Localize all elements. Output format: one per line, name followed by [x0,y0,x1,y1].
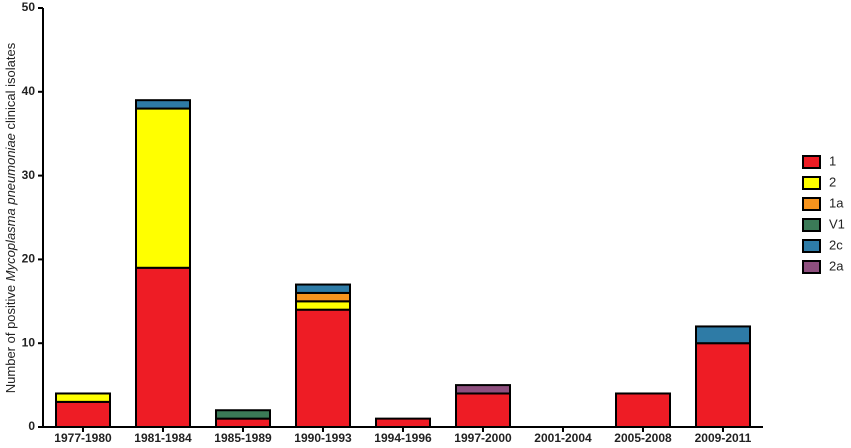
bar-segment [135,99,191,110]
y-tick-label: 40 [22,84,36,98]
bar-segment [215,417,271,428]
y-tick-label: 50 [22,0,36,14]
x-tick-label: 2001-2004 [534,431,592,445]
bar-segment [215,409,271,420]
legend-swatch [802,260,821,274]
legend-swatch [802,239,821,253]
legend-label: 1a [829,195,844,210]
x-tick-label: 1997-2000 [454,431,512,445]
x-tick-label: 1985-1989 [214,431,272,445]
legend-label: 2a [829,258,844,273]
bar-segment [695,342,751,429]
x-tick-label: 1977-1980 [54,431,112,445]
x-tick-label: 1981-1984 [134,431,192,445]
bar-segment [295,300,351,311]
x-tick-label: 2005-2008 [614,431,672,445]
y-tick-label: 30 [22,168,36,182]
x-tick-label: 2009-2011 [695,431,752,445]
bar-segment [295,291,351,303]
y-tick-label: 0 [28,419,35,433]
bar-segment [615,392,671,429]
bar-segment [695,325,751,345]
y-label-part: Number of positive [3,281,18,393]
y-label-part: clinical isolates [3,42,18,133]
legend-label: V1 [829,216,845,231]
legend-swatch [802,176,821,190]
y-label-italic: Mycoplasma pneumoniae [3,133,18,281]
x-tick-label: 1990-1993 [294,431,352,445]
bar-segment [375,417,431,428]
bar-segment [135,107,191,269]
x-tick-label: 1994-1996 [374,431,432,445]
y-axis-label: Number of positive Mycoplasma pneumoniae… [3,42,18,393]
y-tick-label: 20 [22,252,36,266]
bar-segment [135,266,191,428]
bar-segment [455,384,511,395]
bar-segment [55,400,111,428]
legend-label: 2 [829,174,836,189]
y-tick-label: 10 [22,335,36,349]
legend-label: 1 [829,153,836,168]
legend-swatch [802,218,821,232]
bar-segment [55,392,111,403]
bar-segment [455,392,511,429]
bar-segment [295,283,351,294]
legend-label: 2c [829,237,843,252]
legend-swatch [802,155,821,169]
legend-swatch [802,197,821,211]
bar-segment [295,308,351,428]
